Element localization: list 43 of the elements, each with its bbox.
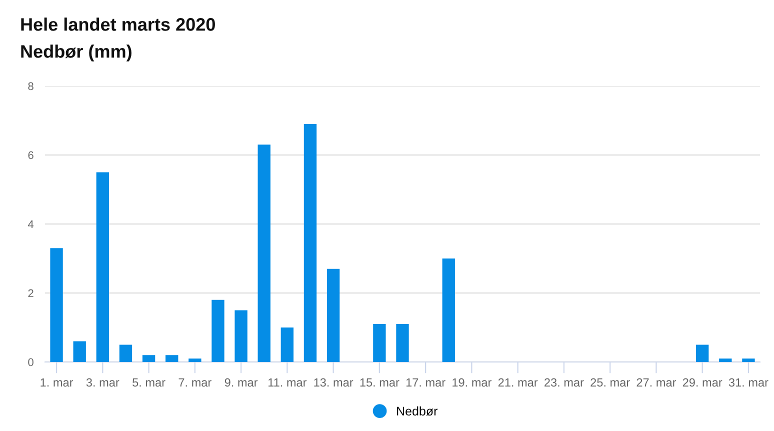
bar <box>188 358 202 362</box>
bar <box>73 341 86 362</box>
bar <box>742 358 755 362</box>
x-tick-label: 19. mar <box>452 378 492 387</box>
y-tick-label: 0 <box>28 358 34 366</box>
bar <box>258 144 270 362</box>
bar <box>166 355 178 362</box>
x-tick-label: 21. mar <box>498 378 538 387</box>
x-tick-label: 9. mar <box>224 378 258 387</box>
x-tick-label: 25. mar <box>590 378 630 387</box>
bar <box>719 358 732 362</box>
legend-label: Nedbør <box>397 406 438 416</box>
bar <box>96 172 110 362</box>
x-tick-label: 27. mar <box>636 378 676 387</box>
y-tick-label: 8 <box>28 82 34 90</box>
bar <box>119 344 132 362</box>
bar <box>373 324 386 362</box>
x-tick-label: 13. mar <box>314 378 354 387</box>
bar <box>50 248 63 362</box>
bar <box>442 258 455 362</box>
y-tick-label: 4 <box>28 220 34 228</box>
bar <box>234 310 248 362</box>
bar <box>304 124 317 362</box>
chart-title: Hele landet marts 2020 <box>21 18 215 31</box>
x-tick-label: 23. mar <box>544 378 584 387</box>
x-tick-label: 11. mar <box>268 378 307 387</box>
x-tick-label: 31. mar <box>728 378 768 387</box>
bar <box>326 268 340 362</box>
bar <box>142 355 156 362</box>
bar <box>396 324 409 362</box>
x-tick-label: 1. mar <box>40 378 74 387</box>
bar <box>696 344 709 362</box>
x-tick-label: 7. mar <box>178 378 212 387</box>
x-tick-label: 15. mar <box>360 378 400 387</box>
bar <box>280 328 294 362</box>
x-tick-label: 29. mar <box>682 378 722 387</box>
y-tick-label: 6 <box>28 151 34 160</box>
x-tick-label: 5. mar <box>132 378 166 387</box>
x-tick-label: 17. mar <box>406 378 446 387</box>
x-tick-label: 3. mar <box>86 378 120 387</box>
y-tick-label: 2 <box>28 289 34 298</box>
bar <box>212 300 224 362</box>
chart-subtitle: Nedbør (mm) <box>21 44 132 62</box>
